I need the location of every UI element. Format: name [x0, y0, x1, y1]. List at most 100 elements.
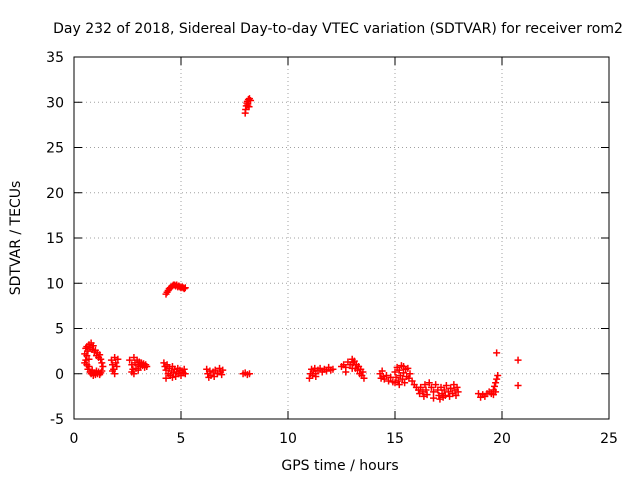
y-tick-label: 5	[55, 322, 64, 338]
y-tick-label: 25	[46, 141, 64, 157]
y-tick-label: 35	[46, 50, 64, 66]
data-point	[99, 363, 107, 371]
data-point	[492, 388, 500, 396]
data-point	[391, 368, 399, 376]
data-point	[398, 375, 406, 383]
data-point	[126, 356, 134, 364]
data-point	[181, 370, 189, 378]
data-point	[423, 391, 431, 399]
data-point	[84, 347, 92, 355]
data-point	[98, 359, 106, 367]
data-point	[96, 351, 104, 359]
x-tick-label: 0	[70, 431, 79, 447]
data-point	[130, 370, 138, 378]
y-tick-label: 15	[46, 231, 64, 247]
data-point	[378, 367, 386, 375]
data-point	[168, 373, 176, 381]
data-point	[391, 379, 399, 387]
data-point	[112, 359, 120, 367]
data-point	[441, 391, 449, 399]
data-point	[382, 372, 390, 380]
data-point	[392, 373, 400, 381]
data-point	[170, 369, 178, 377]
data-point	[427, 383, 435, 391]
data-point	[329, 365, 337, 373]
y-tick-label: 10	[46, 276, 64, 292]
x-axis-tick-labels: 0 5 10 15 20 25	[70, 431, 618, 447]
data-point	[514, 356, 522, 364]
data-point	[247, 96, 255, 104]
data-point	[430, 394, 438, 402]
data-point	[445, 388, 452, 396]
data-point	[180, 285, 188, 293]
data-point	[218, 371, 226, 379]
data-point	[447, 384, 455, 392]
data-point	[83, 352, 91, 360]
data-point	[85, 363, 93, 371]
data-point	[81, 359, 89, 367]
x-tick-label: 15	[386, 431, 404, 447]
y-tick-label: -5	[50, 412, 64, 428]
data-point	[114, 355, 122, 363]
data-point	[348, 364, 356, 372]
data-point	[453, 383, 461, 391]
data-point	[211, 366, 219, 374]
y-axis-tick-labels: -5 0 5 10 15 20 25 30 35	[46, 50, 64, 428]
data-point	[417, 383, 425, 391]
data-point	[385, 377, 393, 385]
data-point	[350, 357, 358, 365]
data-point	[421, 381, 429, 389]
data-point	[85, 355, 93, 363]
data-point	[492, 379, 500, 387]
x-tick-label: 25	[600, 431, 618, 447]
data-point	[404, 364, 412, 372]
data-point	[359, 368, 367, 376]
data-point	[323, 367, 331, 375]
data-point	[440, 386, 448, 394]
grid-lines	[74, 57, 609, 419]
data-point	[514, 382, 522, 390]
y-tick-label: 20	[46, 186, 64, 202]
data-point	[400, 363, 408, 371]
data-point	[134, 366, 142, 374]
x-tick-label: 20	[493, 431, 511, 447]
data-point	[474, 390, 482, 398]
data-point	[408, 377, 416, 385]
y-tick-label: 30	[46, 95, 64, 111]
data-point	[181, 284, 189, 292]
data-point	[360, 374, 368, 382]
y-axis-label: SDTVAR / TECUs	[8, 181, 24, 296]
data-point	[163, 361, 171, 369]
data-point	[111, 370, 119, 378]
data-point	[207, 372, 215, 380]
data-point	[354, 366, 362, 374]
data-point	[454, 388, 462, 396]
axis-ticks	[73, 56, 610, 420]
data-point	[180, 365, 188, 373]
data-point	[395, 366, 403, 374]
data-point	[432, 381, 440, 389]
data-point	[245, 103, 253, 111]
data-point	[97, 355, 105, 363]
data-point	[406, 370, 414, 378]
x-tick-label: 10	[279, 431, 297, 447]
data-point	[98, 367, 106, 375]
data-point	[143, 363, 151, 371]
data-point	[401, 379, 409, 387]
data-point	[493, 375, 501, 383]
data-point	[493, 349, 501, 357]
data-point	[452, 391, 460, 399]
x-axis-label: GPS time / hours	[281, 458, 398, 474]
data-points	[81, 95, 522, 403]
data-point	[316, 364, 324, 372]
x-tick-label: 5	[177, 431, 186, 447]
data-point	[312, 372, 320, 380]
data-point	[442, 382, 450, 390]
chart-title: Day 232 of 2018, Sidereal Day-to-day VTE…	[53, 21, 623, 37]
data-point	[380, 375, 388, 383]
data-point	[206, 367, 214, 375]
data-point	[422, 386, 430, 394]
data-point	[89, 342, 97, 350]
data-point	[400, 369, 408, 377]
